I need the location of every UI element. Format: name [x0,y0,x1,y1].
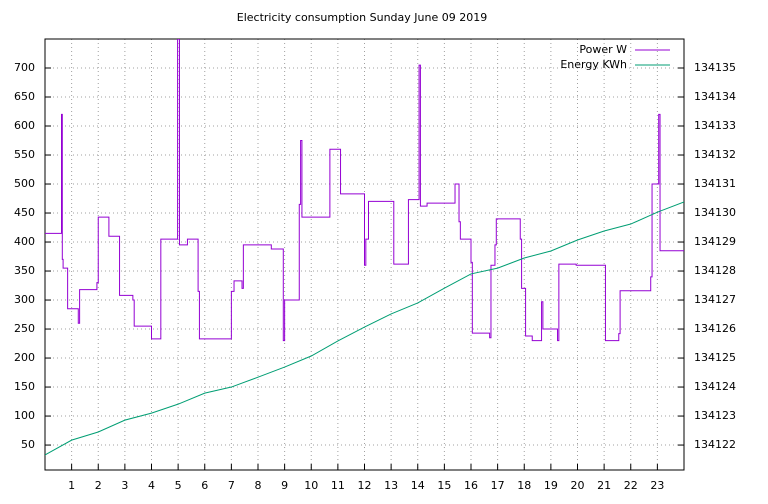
y-tick-label: 350 [14,264,35,277]
x-tick-label: 13 [384,479,398,492]
y2-tick-label: 134125 [694,351,736,364]
y-tick-label: 150 [14,380,35,393]
y-tick-label: 200 [14,351,35,364]
y2-tick-label: 134135 [694,61,736,74]
x-tick-label: 23 [650,479,664,492]
y2-tick-label: 134122 [694,438,736,451]
x-tick-label: 12 [358,479,372,492]
x-tick-label: 1 [68,479,75,492]
y2-tick-label: 134132 [694,148,736,161]
y2-tick-label: 134131 [694,177,736,190]
y-tick-label: 300 [14,293,35,306]
y-tick-label: 450 [14,206,35,219]
x-tick-label: 8 [255,479,262,492]
y2-tick-label: 134133 [694,119,736,132]
y2-tick-label: 134130 [694,206,736,219]
x-tick-label: 2 [95,479,102,492]
x-tick-label: 4 [148,479,155,492]
x-tick-label: 17 [491,479,505,492]
x-tick-label: 16 [464,479,478,492]
x-tick-label: 3 [121,479,128,492]
x-tick-label: 9 [281,479,288,492]
x-tick-label: 20 [571,479,585,492]
y2-tick-label: 134134 [694,90,736,103]
y2-tick-label: 134126 [694,322,736,335]
y-tick-label: 650 [14,90,35,103]
x-tick-label: 10 [304,479,318,492]
legend-label: Power W [579,43,627,56]
plot-frame [44,38,685,471]
x-tick-label: 7 [228,479,235,492]
x-tick-label: 11 [331,479,345,492]
y2-tick-label: 134128 [694,264,736,277]
x-tick-label: 15 [437,479,451,492]
chart-title: Electricity consumption Sunday June 09 2… [237,11,487,24]
y2-tick-label: 134127 [694,293,736,306]
x-tick-label: 21 [597,479,611,492]
y2-tick-label: 134129 [694,235,736,248]
series-line [45,39,684,342]
y2-tick-label: 134124 [694,380,736,393]
y-tick-label: 550 [14,148,35,161]
y-tick-label: 250 [14,322,35,335]
y-tick-label: 500 [14,177,35,190]
x-tick-label: 19 [544,479,558,492]
x-tick-label: 6 [201,479,208,492]
series-line [45,201,684,456]
y-tick-label: 50 [21,438,35,451]
x-tick-label: 5 [175,479,182,492]
x-tick-label: 18 [517,479,531,492]
x-tick-label: 22 [624,479,638,492]
x-tick-label: 14 [411,479,425,492]
y2-tick-label: 134123 [694,409,736,422]
y-tick-label: 700 [14,61,35,74]
legend-label: Energy KWh [560,58,627,71]
y-tick-label: 100 [14,409,35,422]
y-tick-label: 400 [14,235,35,248]
y-tick-label: 600 [14,119,35,132]
